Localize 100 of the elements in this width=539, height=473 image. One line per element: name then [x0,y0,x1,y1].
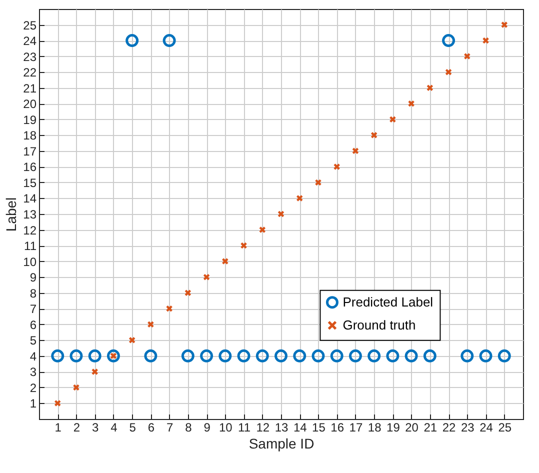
point [330,349,344,362]
x-tick-label: 3 [92,420,99,434]
point [423,349,436,362]
x-tick-label: 6 [148,420,155,434]
x-tick-label: 16 [330,420,344,434]
x-tick-label: 12 [256,420,270,434]
x-tick-label: 1 [54,420,62,434]
point [54,400,62,407]
y-tick-label: 10 [23,254,37,269]
point [389,116,396,123]
x-tick-label: 11 [238,420,251,434]
y-tick-label: 25 [23,18,37,32]
y-tick-label: 9 [30,270,37,285]
point [184,289,192,296]
x-tick-label: 17 [349,420,363,434]
y-axis-title: Label [3,197,20,232]
point [147,320,154,328]
x-tick-label: 20 [405,420,419,434]
y-tick-label: 14 [23,192,37,206]
x-axis-title: Sample ID [248,436,314,452]
y-tick-label: 7 [30,302,37,316]
point [333,163,340,170]
y-tick-label: 17 [23,144,37,158]
point [498,349,511,362]
point [128,336,136,344]
x-tick-label: 8 [185,420,192,434]
point [352,147,359,154]
x-tick-label: 13 [274,420,288,434]
y-tick-label: 13 [23,208,37,222]
x-tick-label: 10 [218,420,233,434]
y-tick-label: 5 [30,334,37,348]
y-tick-label: 8 [30,286,37,300]
y-tick-label: 16 [23,160,37,174]
x-tick-label: 7 [166,420,174,434]
point [126,34,139,48]
point [408,100,415,108]
y-tick-label: 4 [30,349,37,364]
x-tick-label: 4 [110,420,118,434]
point [314,179,322,186]
y-tick-label: 12 [23,223,37,238]
x-tick-label: 24 [480,420,494,434]
point [181,349,194,362]
x-tick-label: 18 [368,420,382,434]
legend-label: Predicted Label [342,294,434,310]
point [426,84,434,92]
point [404,349,418,362]
point [106,349,120,362]
x-tick-label: 9 [204,420,211,434]
x-tick-label: 23 [460,420,475,434]
y-tick-label: 19 [23,112,37,127]
y-tick-label: 18 [23,128,37,143]
y-tick-label: 15 [23,176,37,190]
point [88,349,102,362]
x-tick-label: 25 [498,420,512,434]
y-tick-label: 3 [30,365,37,380]
y-tick-label: 22 [23,66,37,80]
point [203,274,210,281]
y-tick-label: 1 [30,396,37,411]
point [370,132,378,139]
y-tick-label: 23 [23,50,37,64]
point [200,349,214,362]
legend-label: Ground truth [342,317,416,332]
point [296,194,304,202]
point [442,34,456,48]
point [293,349,306,362]
point [386,349,400,362]
y-tick-label: 6 [30,318,37,332]
point [348,349,362,362]
point [258,226,266,234]
x-tick-label: 15 [312,420,326,434]
point [256,349,269,362]
point [144,349,158,362]
x-tick-label: 21 [424,420,438,434]
point [445,68,452,76]
point [274,349,288,362]
point [166,305,173,312]
point [464,52,471,60]
point [72,384,80,391]
x-tick-label: 22 [442,420,456,434]
y-tick-label: 11 [24,239,37,254]
point [460,349,474,362]
point [91,368,98,376]
x-tick-label: 19 [386,420,400,434]
point [500,21,508,28]
point [162,34,176,48]
point [222,258,229,265]
y-tick-label: 2 [30,380,37,395]
point [368,349,381,362]
x-tick-label: 14 [293,420,308,434]
point [240,242,248,249]
point [278,210,284,218]
y-tick-label: 21 [23,81,37,96]
point [70,349,83,362]
y-tick-label: 24 [23,34,37,48]
point [479,349,492,362]
y-tick-label: 20 [23,97,37,112]
point [218,349,232,362]
point [312,349,325,362]
x-tick-label: 2 [73,420,80,434]
point [237,349,250,362]
